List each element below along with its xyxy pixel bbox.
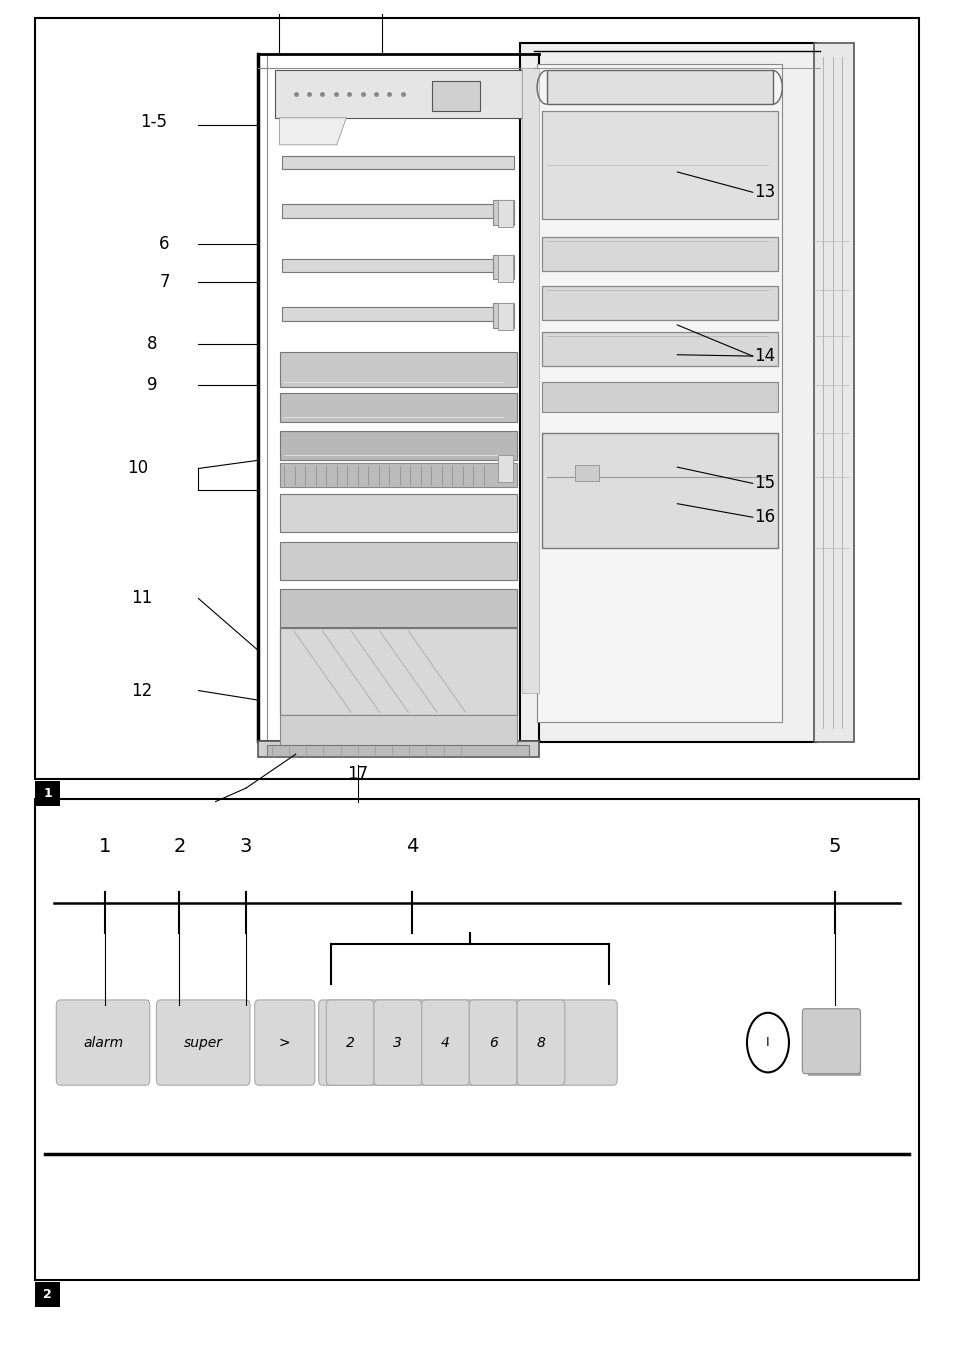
Bar	[35, 799, 918, 1280]
FancyBboxPatch shape	[254, 999, 314, 1086]
Bar	[35, 1282, 60, 1307]
Text: 2 3 4 6 8: 2 3 4 6 8	[436, 1036, 498, 1049]
Text: 8: 8	[536, 1036, 545, 1049]
Bar	[282, 156, 514, 169]
Text: 4: 4	[406, 837, 417, 856]
Bar	[493, 303, 514, 328]
Bar	[541, 332, 777, 366]
Bar	[537, 64, 781, 722]
Text: 16: 16	[753, 508, 774, 527]
Bar	[279, 393, 517, 422]
Text: 7: 7	[159, 272, 170, 291]
Text: 9: 9	[147, 375, 157, 394]
Bar	[497, 255, 513, 282]
Bar	[282, 307, 514, 321]
Bar	[257, 741, 538, 757]
Text: alarm: alarm	[83, 1036, 123, 1049]
Text: >: >	[278, 1036, 291, 1049]
Bar	[279, 494, 517, 532]
FancyBboxPatch shape	[326, 999, 374, 1086]
Bar	[546, 70, 772, 104]
Bar	[575, 466, 598, 482]
Text: 10: 10	[127, 459, 148, 478]
Text: 2: 2	[43, 1288, 52, 1301]
FancyBboxPatch shape	[421, 999, 469, 1086]
Bar	[813, 43, 853, 742]
FancyBboxPatch shape	[318, 999, 617, 1086]
Bar	[541, 382, 777, 412]
Text: 2: 2	[345, 1036, 355, 1049]
Bar	[279, 431, 517, 460]
Text: 3: 3	[240, 837, 252, 856]
Bar	[497, 455, 513, 482]
Bar	[267, 745, 529, 756]
Bar	[521, 68, 538, 693]
Bar	[541, 237, 777, 271]
FancyBboxPatch shape	[374, 999, 421, 1086]
Text: 13: 13	[753, 183, 774, 202]
Bar	[279, 589, 517, 627]
Text: 8: 8	[147, 334, 157, 353]
Text: 17: 17	[347, 765, 368, 783]
Bar	[497, 200, 513, 227]
Polygon shape	[279, 118, 346, 145]
FancyBboxPatch shape	[801, 1009, 860, 1074]
Bar	[493, 255, 514, 279]
Bar	[279, 463, 517, 487]
Bar	[497, 303, 513, 330]
Bar	[35, 781, 60, 806]
Bar	[35, 18, 918, 779]
FancyBboxPatch shape	[517, 999, 564, 1086]
Text: 4: 4	[440, 1036, 450, 1049]
Bar	[519, 43, 815, 742]
Bar	[274, 70, 521, 118]
Text: 1-5: 1-5	[140, 112, 167, 131]
Text: 1: 1	[43, 787, 52, 800]
Text: 14: 14	[753, 347, 774, 366]
Text: 15: 15	[753, 474, 774, 493]
Text: 3: 3	[393, 1036, 402, 1049]
Bar	[541, 111, 777, 219]
Bar	[279, 715, 517, 756]
Text: 5: 5	[827, 837, 841, 856]
FancyBboxPatch shape	[469, 999, 517, 1086]
Bar	[432, 81, 479, 111]
Text: super: super	[184, 1036, 222, 1049]
Text: 2: 2	[173, 837, 185, 856]
Text: I: I	[765, 1036, 769, 1049]
Bar	[541, 433, 777, 548]
Text: 6: 6	[159, 234, 170, 253]
Text: 12: 12	[132, 681, 152, 700]
Text: 11: 11	[132, 589, 152, 608]
Bar	[493, 200, 514, 225]
Bar	[282, 204, 514, 218]
Bar	[282, 259, 514, 272]
Bar	[541, 286, 777, 320]
FancyBboxPatch shape	[56, 999, 150, 1086]
Bar	[807, 1020, 860, 1076]
Text: 1: 1	[99, 837, 111, 856]
Bar	[279, 628, 517, 715]
FancyBboxPatch shape	[156, 999, 250, 1086]
Text: 6: 6	[488, 1036, 497, 1049]
Bar	[279, 542, 517, 580]
Bar	[279, 352, 517, 387]
